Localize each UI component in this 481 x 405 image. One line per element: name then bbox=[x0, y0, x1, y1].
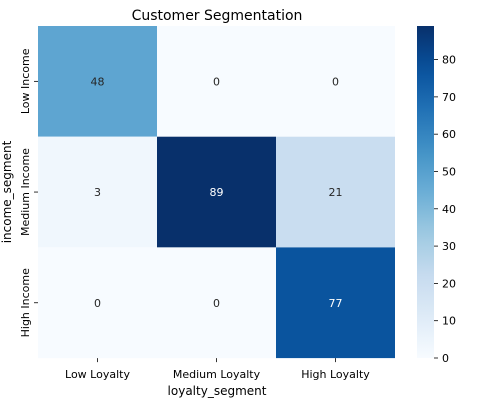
y-tick-label: Medium Income bbox=[19, 148, 32, 236]
heatmap-cell bbox=[157, 247, 276, 359]
heatmap-cell bbox=[276, 26, 395, 137]
x-tick-label: Medium Loyalty bbox=[173, 368, 261, 381]
colorbar-tick-label: 30 bbox=[442, 240, 456, 253]
x-axis-ticks: Low Loyalty Medium Loyalty High Loyalty bbox=[65, 358, 370, 381]
heatmap-cell bbox=[38, 26, 157, 137]
heatmap-cell bbox=[38, 136, 157, 248]
colorbar-ticks: 0 10 20 30 40 50 60 70 80 bbox=[434, 54, 456, 365]
colorbar-tick-label: 10 bbox=[442, 315, 456, 328]
colorbar-tick-label: 20 bbox=[442, 277, 456, 290]
cell-value-label: 21 bbox=[329, 186, 343, 199]
cell-value-label: 48 bbox=[91, 75, 105, 88]
heatmap-cell bbox=[157, 26, 276, 137]
x-tick-label: High Loyalty bbox=[301, 368, 370, 381]
x-tick-label: Low Loyalty bbox=[65, 368, 130, 381]
x-axis-label: loyalty_segment bbox=[168, 384, 267, 398]
cell-annotations: 48 0 0 3 89 21 0 0 77 bbox=[91, 75, 343, 309]
colorbar-tick-label: 70 bbox=[442, 91, 456, 104]
heatmap-cell bbox=[276, 247, 395, 359]
colorbar bbox=[417, 26, 434, 358]
cell-value-label: 3 bbox=[94, 186, 101, 199]
cell-value-label: 0 bbox=[213, 297, 220, 310]
cell-value-label: 0 bbox=[213, 75, 220, 88]
heatmap-cell bbox=[276, 136, 395, 248]
cell-value-label: 0 bbox=[332, 75, 339, 88]
y-tick-label: High Income bbox=[19, 268, 32, 337]
colorbar-tick-label: 60 bbox=[442, 128, 456, 141]
y-axis-label: income_segment bbox=[0, 140, 14, 243]
y-tick-label: Low Income bbox=[19, 48, 32, 114]
heatmap-cell bbox=[157, 136, 276, 248]
cell-value-label: 89 bbox=[210, 186, 224, 199]
colorbar-tick-label: 50 bbox=[442, 165, 456, 178]
cell-value-label: 77 bbox=[329, 297, 343, 310]
cell-value-label: 0 bbox=[94, 297, 101, 310]
chart-title: Customer Segmentation bbox=[132, 8, 303, 24]
colorbar-tick-label: 40 bbox=[442, 203, 456, 216]
colorbar-tick-label: 0 bbox=[442, 352, 449, 365]
heatmap-cells bbox=[38, 26, 395, 359]
colorbar-tick-label: 80 bbox=[442, 54, 456, 67]
y-axis-ticks: Low Income Medium Income High Income bbox=[19, 48, 38, 337]
heatmap-cell bbox=[38, 247, 157, 359]
